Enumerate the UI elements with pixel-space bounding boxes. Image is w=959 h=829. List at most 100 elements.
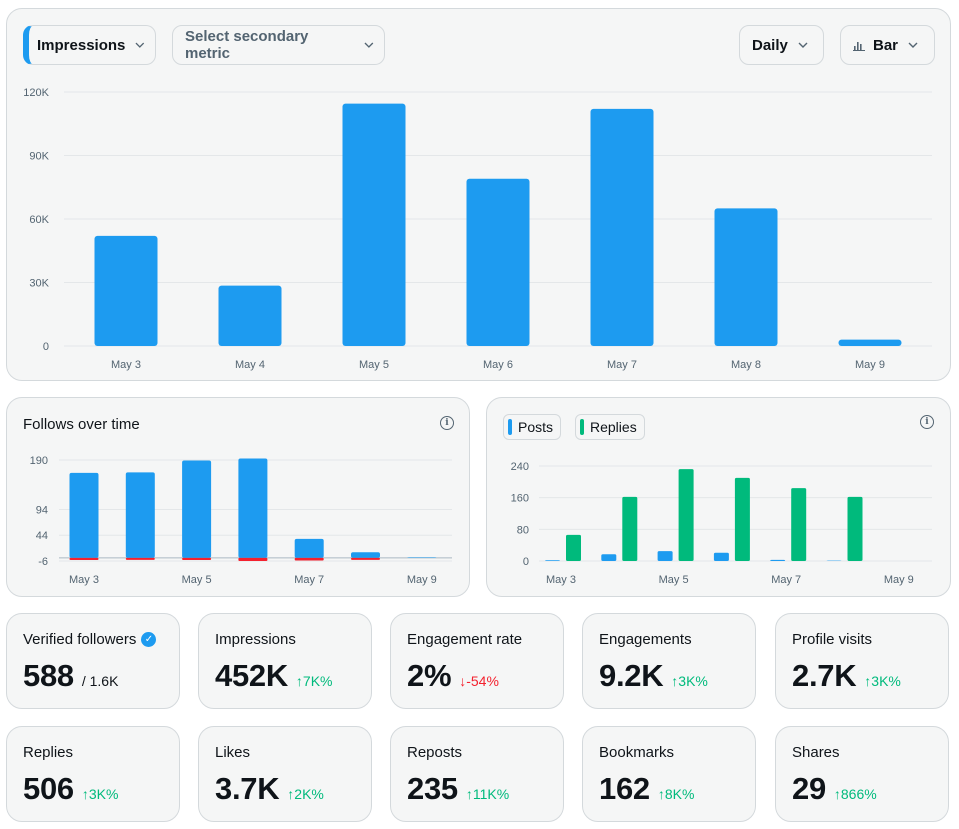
metric-value: 9.2K: [599, 658, 664, 693]
x-tick-label: May 6: [483, 359, 513, 371]
metric-delta: ↑7K%: [295, 673, 333, 689]
metric-label: Likes: [215, 744, 250, 761]
metric-label-text: Reposts: [407, 744, 463, 761]
follows-bar: [125, 472, 155, 558]
legend-replies-label: Replies: [590, 419, 637, 435]
metric-delta: ↑866%: [833, 786, 877, 802]
unfollows-bar: [182, 557, 212, 560]
metric-card-profile-visits[interactable]: Profile visits 2.7K ↑3K%: [775, 613, 949, 709]
impressions-chart-panel: Impressions Select secondary metric Dail…: [6, 8, 951, 381]
legend-posts[interactable]: Posts: [503, 414, 562, 440]
chevron-down-icon: [798, 42, 808, 48]
metric-value: 3.7K: [215, 771, 280, 806]
x-tick-label: May 7: [294, 574, 324, 586]
x-tick-label: May 9: [884, 574, 914, 586]
follows-bar: [238, 458, 268, 558]
follows-bar: [407, 557, 437, 558]
metric-card-reposts[interactable]: Reposts 235 ↑11K%: [390, 726, 564, 822]
legend-replies[interactable]: Replies: [575, 414, 645, 440]
x-tick-label: May 5: [182, 574, 212, 586]
legend-posts-label: Posts: [518, 419, 554, 435]
metric-label: Engagements: [599, 631, 692, 648]
metric-label: Impressions: [215, 631, 296, 648]
y-tick-label: 80: [517, 524, 529, 536]
metric-label-text: Engagements: [599, 631, 692, 648]
posts-bar: [545, 560, 560, 561]
posts-replies-bar-chart: 0 80 160 240 May 3 May 5 May 7 May 9: [511, 461, 932, 586]
metric-card-shares[interactable]: Shares 29 ↑866%: [775, 726, 949, 822]
secondary-metric-dropdown[interactable]: Select secondary metric: [172, 25, 385, 65]
metric-value-row: 235 ↑11K%: [407, 771, 509, 807]
metric-label: Engagement rate: [407, 631, 522, 648]
metric-delta: ↑8K%: [657, 786, 695, 802]
x-tick-label: May 5: [659, 574, 689, 586]
info-icon[interactable]: i: [920, 415, 934, 429]
metric-delta: ↑3K%: [864, 673, 901, 689]
metric-card-impressions[interactable]: Impressions 452K ↑7K%: [198, 613, 372, 709]
y-tick-label: 190: [30, 455, 48, 467]
metric-value-row: 29 ↑866%: [792, 771, 877, 807]
x-tick-label: May 5: [359, 359, 389, 371]
metric-label-text: Shares: [792, 744, 840, 761]
follows-bar: [69, 472, 99, 558]
chart-type-dropdown[interactable]: Bar: [840, 25, 935, 65]
replies-bar: [734, 477, 750, 561]
y-tick-label: 0: [43, 341, 49, 353]
verified-badge-icon: ✓: [141, 632, 157, 647]
metric-card-likes[interactable]: Likes 3.7K ↑2K%: [198, 726, 372, 822]
secondary-metric-placeholder: Select secondary metric: [185, 28, 309, 62]
metric-card-verified-followers[interactable]: Verified followers ✓ 588 / 1.6K: [6, 613, 180, 709]
metric-value-row: 2.7K ↑3K%: [792, 658, 901, 694]
posts-bar: [657, 551, 673, 561]
x-tick-label: May 9: [407, 574, 437, 586]
bar-chart-icon: [853, 42, 865, 51]
metric-label-text: Bookmarks: [599, 744, 675, 761]
replies-bar: [566, 534, 581, 561]
impressions-bar: [590, 108, 654, 346]
metric-value: 29: [792, 771, 826, 806]
x-tick-label: May 3: [546, 574, 576, 586]
chart-type-label: Bar: [873, 36, 899, 54]
x-tick-label: May 3: [111, 359, 141, 371]
metric-value: 2.7K: [792, 658, 857, 693]
x-tick-label: May 7: [771, 574, 801, 586]
unfollows-bar: [238, 557, 268, 561]
metric-value: 162: [599, 771, 650, 806]
metric-card-bookmarks[interactable]: Bookmarks 162 ↑8K%: [582, 726, 756, 822]
metric-label: Reposts: [407, 744, 462, 761]
metric-delta: ↑2K%: [287, 786, 324, 802]
primary-metric-dropdown[interactable]: Impressions: [23, 25, 156, 65]
y-tick-label: 90K: [29, 151, 49, 163]
metric-value-row: 2% ↓-54%: [407, 658, 499, 694]
metric-value-row: 3.7K ↑2K%: [215, 771, 324, 807]
posts-bar: [713, 552, 729, 561]
metric-value-row: 588 / 1.6K: [23, 658, 118, 694]
metric-card-engagements[interactable]: Engagements 9.2K ↑3K%: [582, 613, 756, 709]
metric-card-replies[interactable]: Replies 506 ↑3K%: [6, 726, 180, 822]
follows-bar: [294, 538, 324, 558]
metric-label-text: Impressions: [215, 631, 296, 648]
y-tick-label: 160: [511, 493, 529, 505]
replies-swatch: [580, 419, 584, 435]
metric-delta: ↑3K%: [671, 673, 708, 689]
metric-card-engagement-rate[interactable]: Engagement rate 2% ↓-54%: [390, 613, 564, 709]
metric-value: 235: [407, 771, 458, 806]
y-tick-label: 120K: [23, 87, 49, 99]
info-icon[interactable]: i: [440, 416, 454, 430]
posts-swatch: [508, 419, 512, 435]
impressions-bar: [838, 339, 902, 346]
follows-chart-panel: Follows over time i -6 44 94 190 May 3 May 5 M…: [6, 397, 470, 597]
replies-bar: [791, 488, 807, 561]
posts-bar: [601, 554, 617, 561]
impressions-bar-chart: 0 30K 60K 90K 120K May 3 May 4 May 5 May 6 May 7 M…: [23, 87, 932, 371]
y-tick-label: 240: [511, 461, 529, 473]
interval-dropdown[interactable]: Daily: [739, 25, 824, 65]
metric-label: Profile visits: [792, 631, 872, 648]
x-tick-label: May 9: [855, 359, 885, 371]
metric-label: Bookmarks: [599, 744, 674, 761]
replies-bar: [847, 496, 863, 561]
metric-delta: ↓-54%: [459, 673, 499, 689]
unfollows-bar: [69, 557, 99, 560]
metric-label: Shares: [792, 744, 840, 761]
replies-bar: [622, 496, 638, 561]
